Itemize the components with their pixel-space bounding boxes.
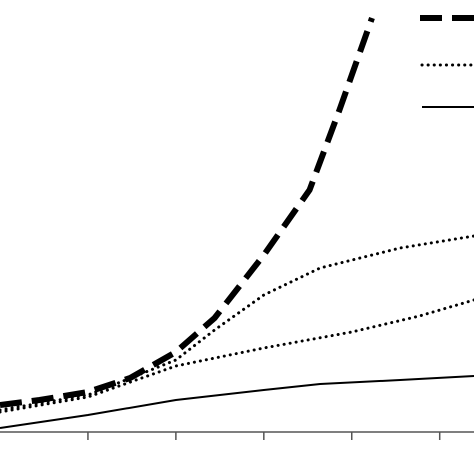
legend (420, 15, 474, 108)
series-line (0, 234, 474, 412)
series-line (0, 16, 375, 408)
series-line (0, 375, 474, 429)
